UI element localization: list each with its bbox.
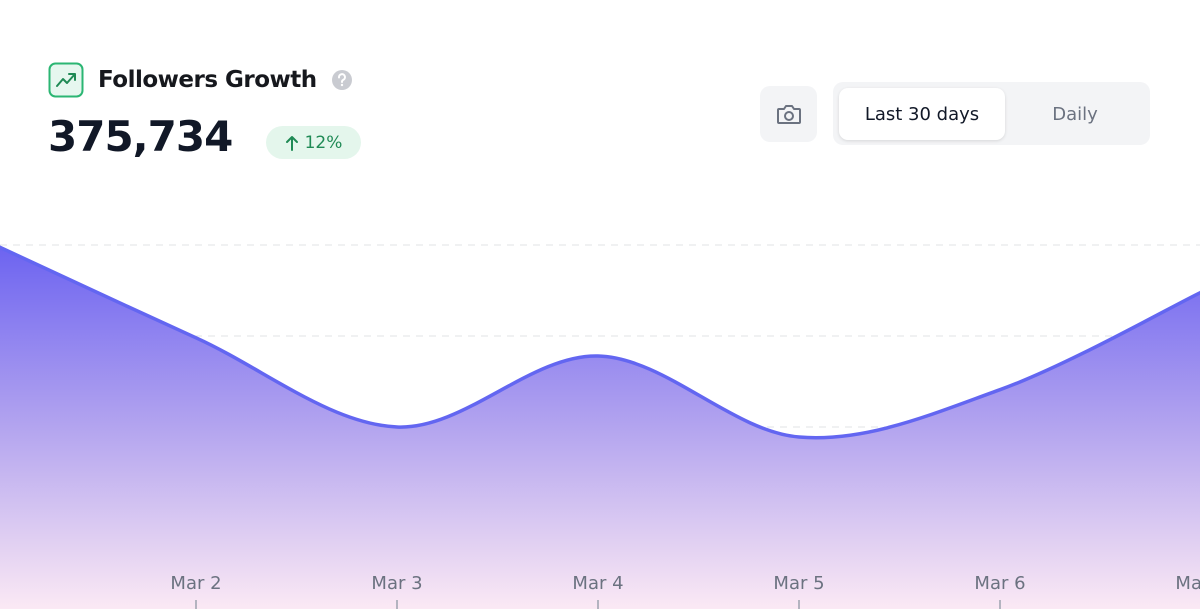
x-tick-label: Mar 5 <box>773 573 824 594</box>
segmented-control: Last 30 days Daily <box>833 82 1150 145</box>
x-tick-label: Mar 3 <box>371 573 422 594</box>
range-button[interactable]: Last 30 days <box>839 88 1005 140</box>
change: 12% <box>304 132 343 153</box>
header: Followers Growth <box>48 60 353 100</box>
interval-button[interactable]: Daily <box>1052 103 1098 125</box>
x-tick-label: Mar 4 <box>572 573 623 594</box>
up-arrow <box>285 135 298 151</box>
x-tick-label: Mar 6 <box>974 573 1025 594</box>
camera-icon <box>776 105 801 124</box>
x-tick-label: Mar 2 <box>170 573 221 594</box>
title: Followers Growth <box>98 67 317 93</box>
change-badge: 12% <box>266 126 361 159</box>
total: 375,734 <box>48 112 233 161</box>
title-row: Followers Growth <box>48 60 353 100</box>
help-icon[interactable] <box>331 69 353 91</box>
x-tick-label: Mar 7 <box>1175 573 1200 594</box>
area-fill <box>0 247 1200 609</box>
area-line <box>0 245 1200 440</box>
camera-button[interactable] <box>760 86 817 142</box>
growth-icon <box>48 62 84 98</box>
